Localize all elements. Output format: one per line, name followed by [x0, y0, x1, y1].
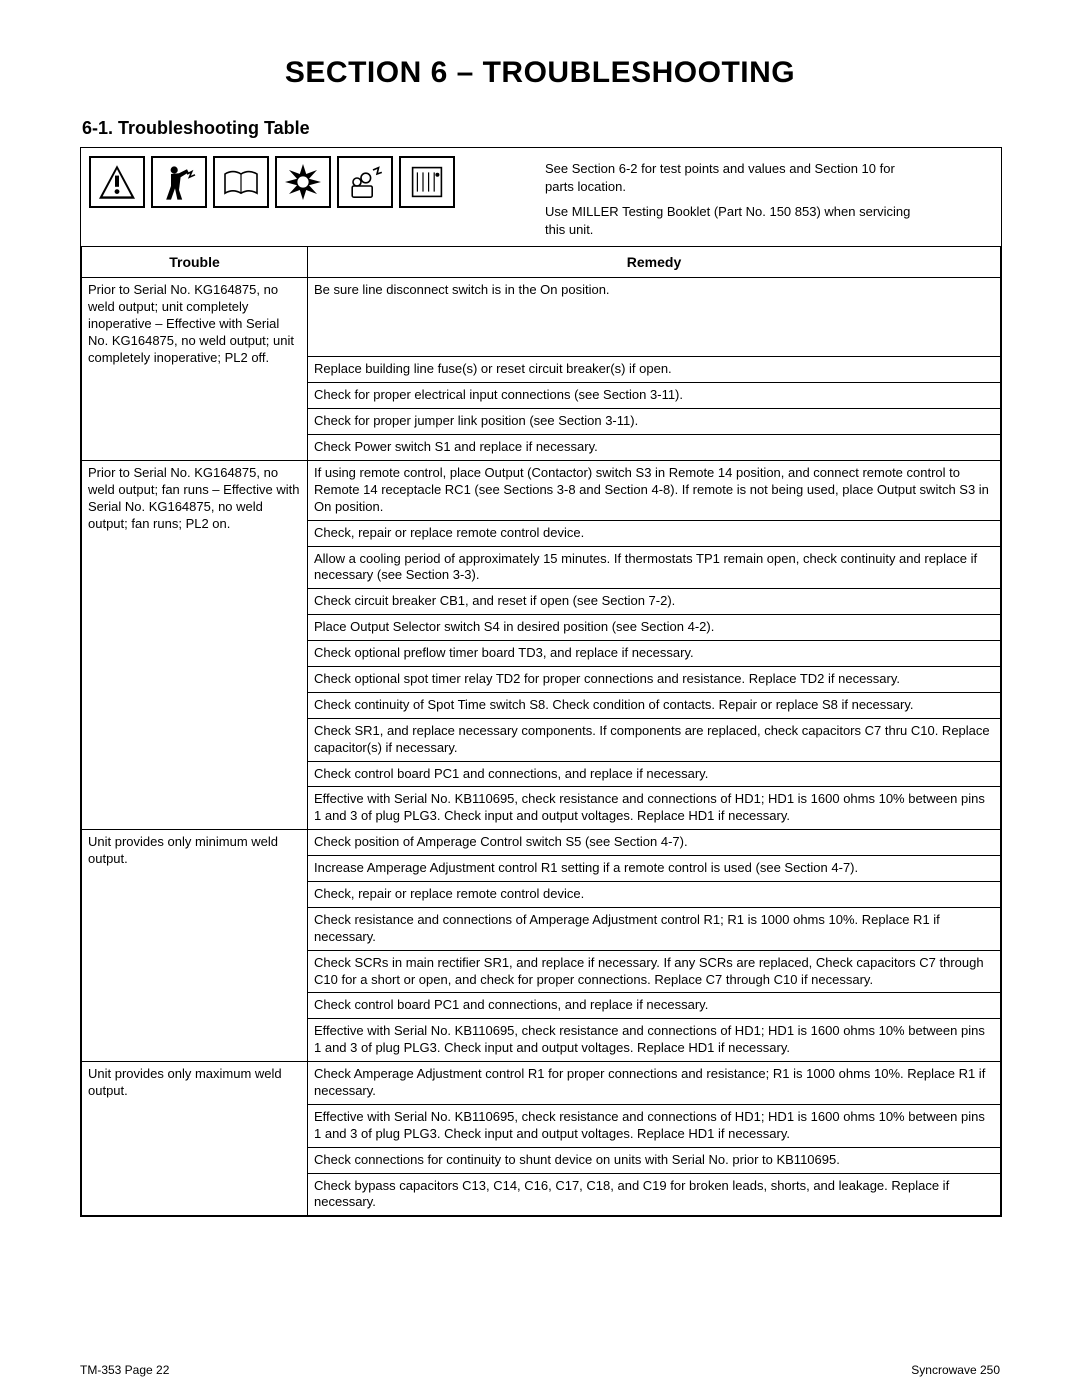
footer-right: Syncrowave 250	[911, 1363, 1000, 1377]
circuit-hazard-icon	[399, 156, 455, 208]
remedy-cell: Check position of Amperage Control switc…	[308, 830, 1001, 856]
remedy-cell: Check for proper jumper link position (s…	[308, 409, 1001, 435]
col-header-trouble: Trouble	[82, 247, 308, 278]
troubleshooting-container: See Section 6-2 for test points and valu…	[80, 147, 1002, 1217]
warning-icon	[89, 156, 145, 208]
table-row: Unit provides only maximum weld output.C…	[82, 1062, 1001, 1105]
table-row: Prior to Serial No. KG164875, no weld ou…	[82, 278, 1001, 357]
remedy-cell: Check, repair or replace remote control …	[308, 881, 1001, 907]
page-footer: TM-353 Page 22 Syncrowave 250	[80, 1363, 1000, 1377]
remedy-cell: Check connections for continuity to shun…	[308, 1147, 1001, 1173]
remedy-cell: Check Amperage Adjustment control R1 for…	[308, 1062, 1001, 1105]
remedy-cell: Check SR1, and replace necessary compone…	[308, 718, 1001, 761]
remedy-cell: Place Output Selector switch S4 in desir…	[308, 615, 1001, 641]
table-row: Unit provides only minimum weld output.C…	[82, 830, 1001, 856]
table-row: Prior to Serial No. KG164875, no weld ou…	[82, 460, 1001, 520]
remedy-cell: Check bypass capacitors C13, C14, C16, C…	[308, 1173, 1001, 1216]
remedy-cell: Be sure line disconnect switch is in the…	[308, 278, 1001, 357]
intro-note-line: See Section 6-2 for test points and valu…	[545, 160, 915, 195]
explosion-hazard-icon	[275, 156, 331, 208]
remedy-cell: Check SCRs in main rectifier SR1, and re…	[308, 950, 1001, 993]
remedy-cell: Check continuity of Spot Time switch S8.…	[308, 692, 1001, 718]
warning-icons	[89, 156, 455, 208]
remedy-cell: Check optional spot timer relay TD2 for …	[308, 666, 1001, 692]
remedy-cell: Check for proper electrical input connec…	[308, 383, 1001, 409]
intro-note: See Section 6-2 for test points and valu…	[545, 160, 915, 238]
remedy-cell: If using remote control, place Output (C…	[308, 460, 1001, 520]
remedy-cell: Check resistance and connections of Ampe…	[308, 907, 1001, 950]
remedy-cell: Check optional preflow timer board TD3, …	[308, 641, 1001, 667]
remedy-cell: Replace building line fuse(s) or reset c…	[308, 357, 1001, 383]
remedy-cell: Check control board PC1 and connections,…	[308, 993, 1001, 1019]
remedy-cell: Check, repair or replace remote control …	[308, 520, 1001, 546]
trouble-cell: Unit provides only minimum weld output.	[82, 830, 308, 1062]
read-manual-icon	[213, 156, 269, 208]
remedy-cell: Check control board PC1 and connections,…	[308, 761, 1001, 787]
moving-parts-icon	[337, 156, 393, 208]
trouble-cell: Prior to Serial No. KG164875, no weld ou…	[82, 278, 308, 461]
warning-icon-row: See Section 6-2 for test points and valu…	[81, 148, 1001, 246]
troubleshooting-table: Trouble Remedy Prior to Serial No. KG164…	[81, 246, 1001, 1216]
remedy-cell: Effective with Serial No. KB110695, chec…	[308, 787, 1001, 830]
footer-left: TM-353 Page 22	[80, 1363, 169, 1377]
trouble-cell: Prior to Serial No. KG164875, no weld ou…	[82, 460, 308, 829]
table-header-row: Trouble Remedy	[82, 247, 1001, 278]
subsection-heading: 6-1. Troubleshooting Table	[82, 118, 1000, 139]
col-header-remedy: Remedy	[308, 247, 1001, 278]
remedy-cell: Effective with Serial No. KB110695, chec…	[308, 1104, 1001, 1147]
intro-note-line: Use MILLER Testing Booklet (Part No. 150…	[545, 203, 915, 238]
shock-hazard-icon	[151, 156, 207, 208]
remedy-cell: Check Power switch S1 and replace if nec…	[308, 435, 1001, 461]
section-title: SECTION 6 – TROUBLESHOOTING	[80, 56, 1000, 90]
remedy-cell: Effective with Serial No. KB110695, chec…	[308, 1019, 1001, 1062]
trouble-cell: Unit provides only maximum weld output.	[82, 1062, 308, 1216]
remedy-cell: Increase Amperage Adjustment control R1 …	[308, 856, 1001, 882]
remedy-cell: Allow a cooling period of approximately …	[308, 546, 1001, 589]
remedy-cell: Check circuit breaker CB1, and reset if …	[308, 589, 1001, 615]
